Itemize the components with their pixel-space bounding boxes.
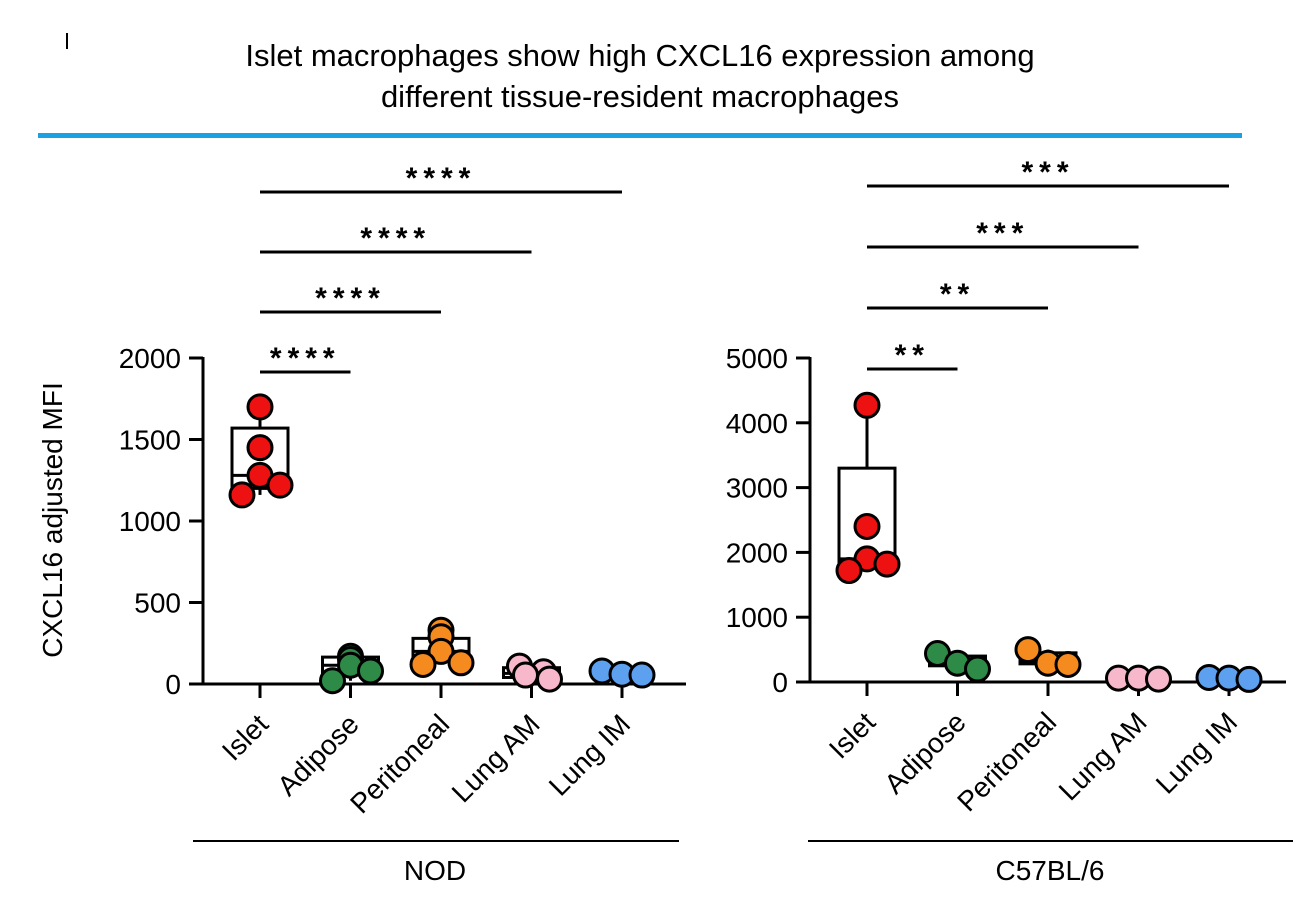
data-point xyxy=(853,512,881,540)
significance-label: *** xyxy=(976,217,1029,250)
x-tick-label: Lung IM xyxy=(1150,706,1243,799)
data-point xyxy=(835,557,863,585)
group-label: NOD xyxy=(404,855,466,886)
data-point xyxy=(853,391,881,419)
group-label: C57BL/6 xyxy=(996,855,1105,886)
data-point xyxy=(357,657,384,685)
data-point xyxy=(319,667,346,695)
x-tick-label: Adipose xyxy=(271,708,364,801)
panel-nod: 0500100015002000IsletAdiposePeritonealLu… xyxy=(119,162,686,886)
data-point xyxy=(1235,665,1263,693)
significance-label: ** xyxy=(940,278,975,311)
data-point xyxy=(228,481,256,509)
significance-label: ** xyxy=(895,339,930,372)
x-tick-label: Islet xyxy=(216,708,274,766)
y-tick-label: 1500 xyxy=(119,425,181,456)
data-point xyxy=(246,393,274,421)
panel-c57bl-6: 0 1000 2000 3000 4000 5000 IsletAdiposePeriton… xyxy=(726,156,1293,886)
data-point xyxy=(964,655,991,683)
figure-title-line-2: different tissue-resident macrophages xyxy=(380,79,900,114)
significance-label: **** xyxy=(360,222,431,255)
corner-tick-mark xyxy=(66,33,68,49)
data-point xyxy=(536,665,563,693)
data-point xyxy=(1145,665,1172,693)
significance-label: **** xyxy=(315,282,386,315)
data-point xyxy=(1014,636,1042,664)
data-point xyxy=(512,661,539,689)
data-point xyxy=(873,550,901,578)
y-tick-label: 1000 xyxy=(726,602,788,633)
y-tick-label: 2000 xyxy=(726,537,788,568)
x-tick-label: Peritoneal xyxy=(951,706,1062,817)
significance-label: **** xyxy=(270,342,341,375)
x-tick-label: Peritoneal xyxy=(344,708,455,819)
x-tick-label: Islet xyxy=(823,706,881,764)
title-divider-rule xyxy=(38,133,1242,138)
data-point xyxy=(266,471,294,499)
y-tick-label: 4000 xyxy=(726,408,788,439)
data-point xyxy=(628,661,656,689)
x-tick-label: Lung AM xyxy=(1053,706,1153,806)
data-point xyxy=(409,650,437,678)
y-tick-label: 5000 xyxy=(726,343,788,374)
data-point xyxy=(1054,651,1082,679)
y-tick-label: 2000 xyxy=(119,343,181,374)
y-tick-label: 0 xyxy=(165,669,181,700)
y-axis-title: CXCL16 adjusted MFI xyxy=(37,382,68,657)
significance-label: **** xyxy=(406,162,477,195)
y-tick-label: 0 xyxy=(772,667,788,698)
x-tick-label: Adipose xyxy=(878,706,971,799)
y-tick-label: 1000 xyxy=(119,506,181,537)
y-tick-label: 500 xyxy=(134,588,181,619)
data-point xyxy=(246,434,274,462)
data-point xyxy=(447,649,475,677)
data-point xyxy=(427,637,455,665)
x-tick-label: Lung AM xyxy=(446,708,546,808)
significance-label: *** xyxy=(1021,156,1074,189)
figure-title-line-1: Islet macrophages show high CXCL16 expre… xyxy=(245,38,1035,73)
y-tick-label: 3000 xyxy=(726,473,788,504)
x-tick-label: Lung IM xyxy=(543,708,636,801)
